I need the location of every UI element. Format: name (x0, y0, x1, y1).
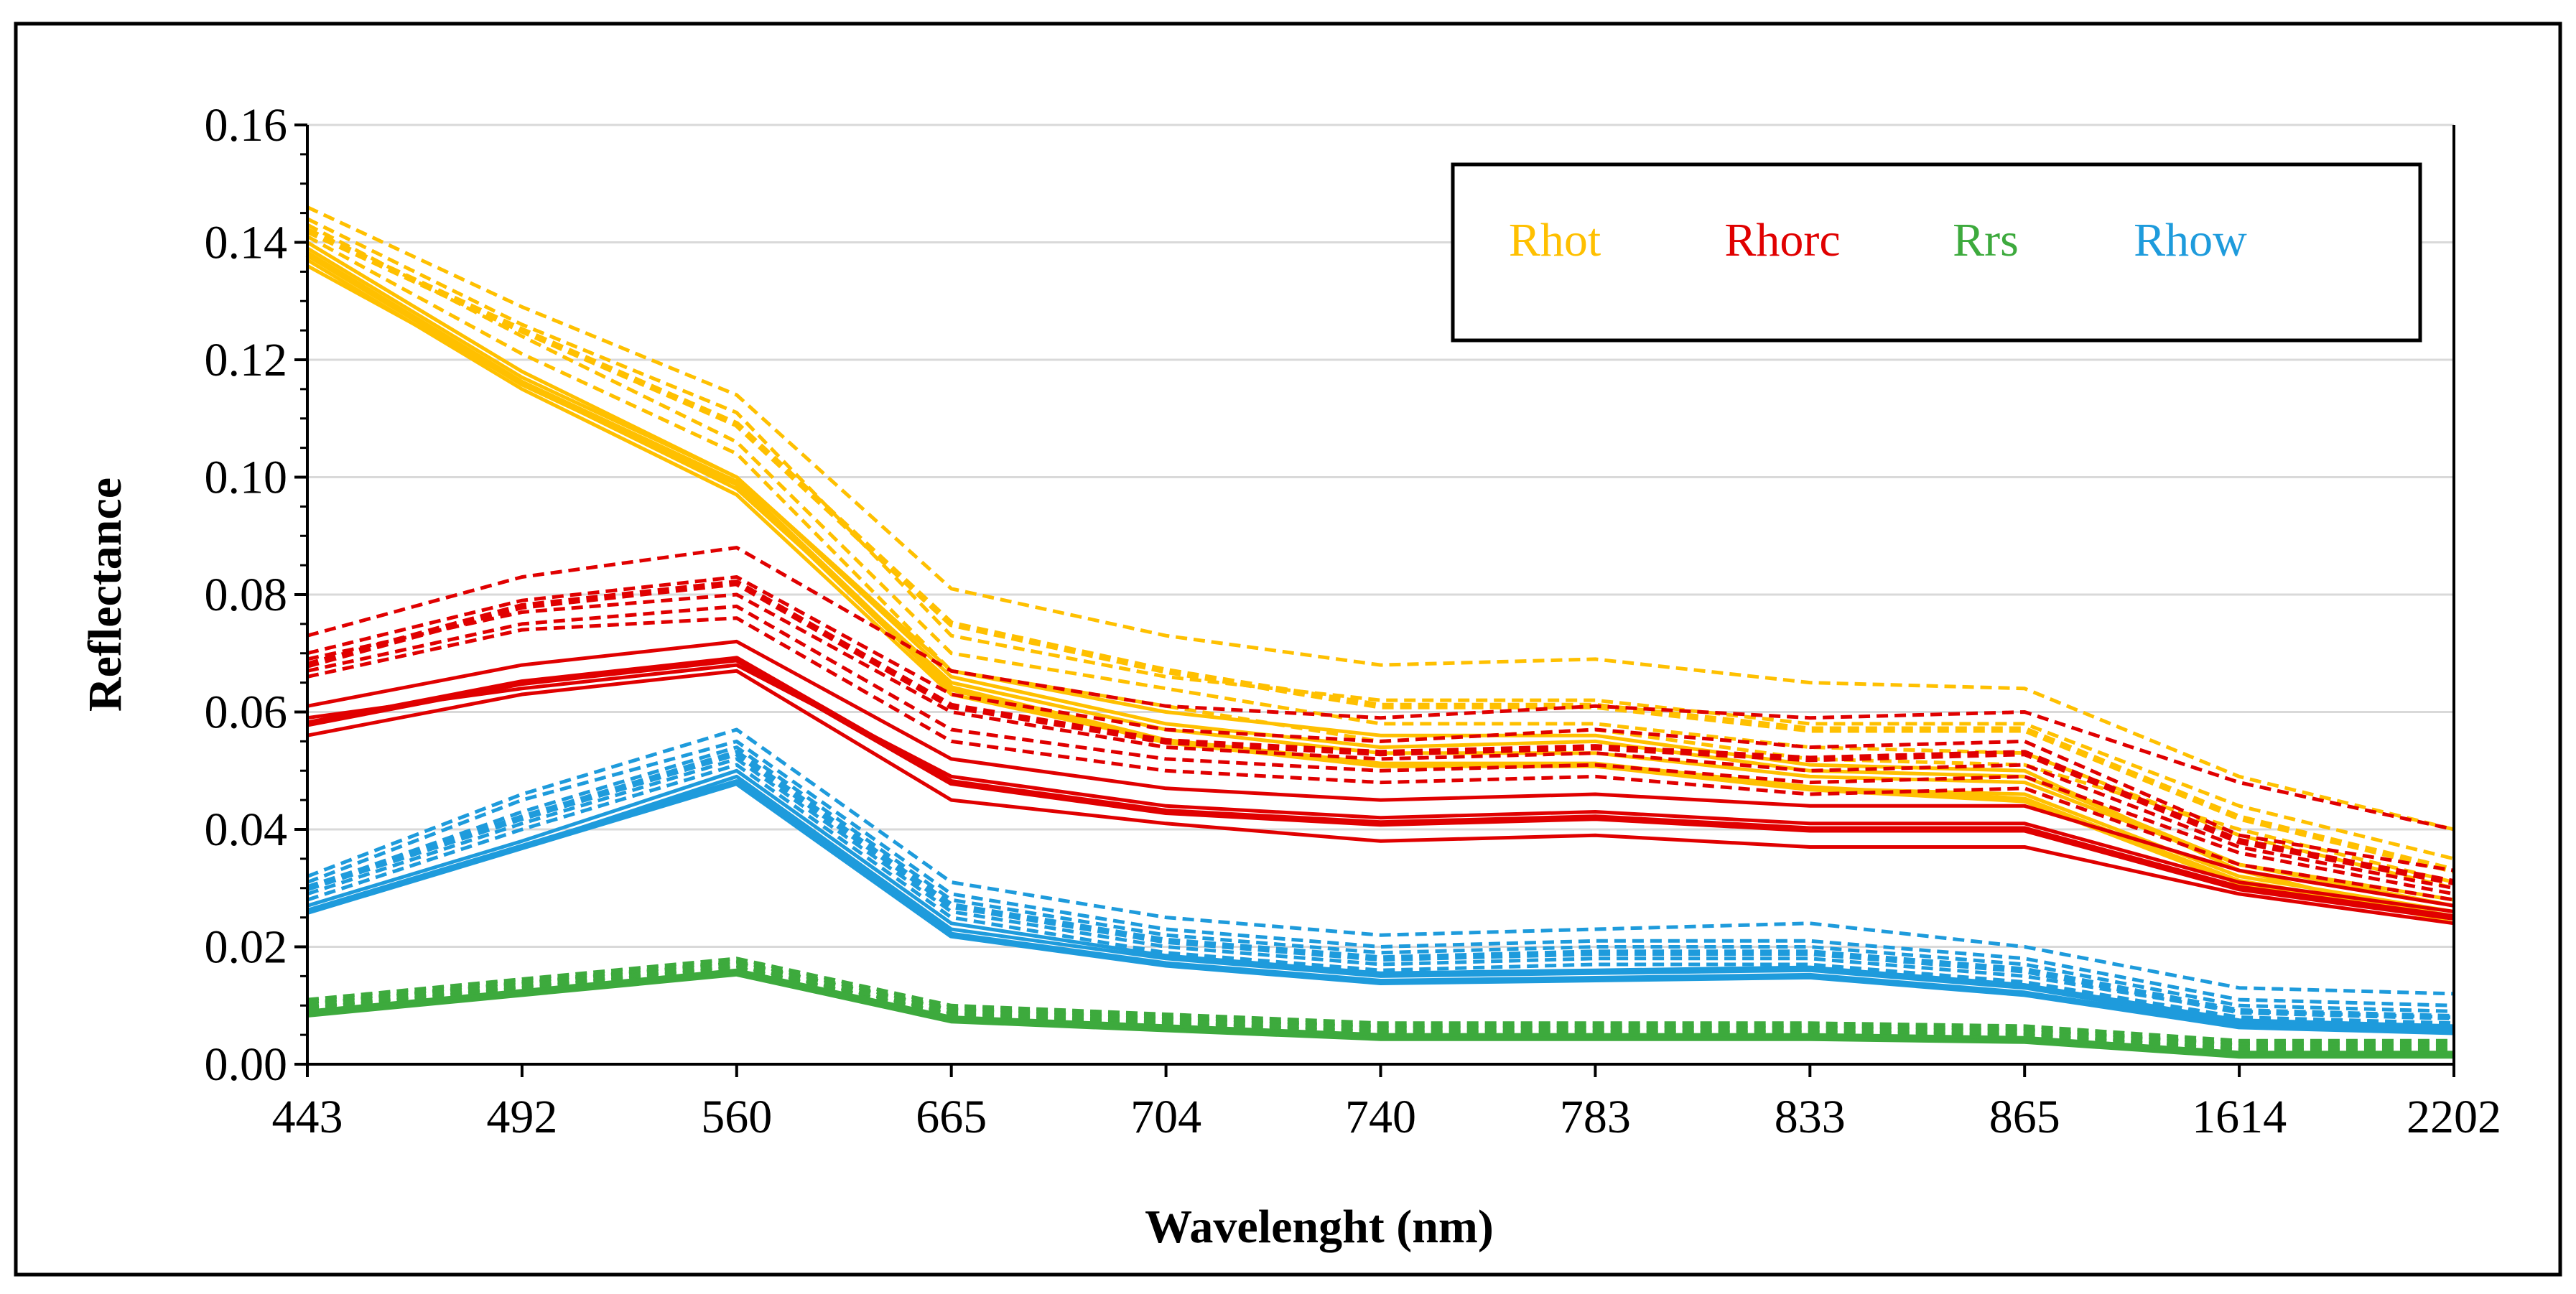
x-tick-label: 492 (486, 1091, 557, 1143)
series-line-rrs (307, 956, 2454, 1043)
x-tick-label: 1614 (2192, 1091, 2287, 1143)
series-line-rrs (307, 959, 2454, 1046)
legend-frame (1451, 162, 2422, 343)
legend-label-rhow: Rhow (2134, 214, 2247, 266)
y-tick-label: 0.06 (205, 686, 288, 739)
tick-marks (294, 124, 2455, 1077)
y-tick-label: 0.16 (205, 99, 288, 152)
y-tick-labels: 0.00 0.02 0.04 0.06 0.08 0.10 0.12 0.14 0.16 (205, 99, 288, 1091)
x-axis-title: Wavelenght (nm) (1145, 1201, 1494, 1253)
x-tick-label: 740 (1345, 1091, 1416, 1143)
legend-label-rhorc: Rhorc (1724, 214, 1840, 266)
series-line-rrs (307, 968, 2454, 1055)
series-line-rhorc (307, 592, 2455, 890)
x-tick-label: 443 (272, 1091, 343, 1143)
x-tick-label: 783 (1560, 1091, 1631, 1143)
y-tick-label: 0.08 (205, 569, 288, 621)
series-line-rhow (306, 779, 2455, 1035)
legend-label-rrs: Rrs (1953, 214, 2019, 266)
x-tick-label: 665 (916, 1091, 987, 1143)
legend-label-rhot: Rhot (1509, 214, 1601, 266)
x-tick-labels: 443 492 560 665 704 740 783 833 865 1614 2202 (272, 1091, 2502, 1143)
series-line-rhorc (307, 656, 2455, 921)
series-line-rhorc (307, 639, 2455, 908)
series-line-rhorc (307, 575, 2455, 872)
series-lines (305, 205, 2455, 1059)
legend: Rhot Rhorc Rrs Rhow (1451, 162, 2422, 343)
x-tick-label: 560 (701, 1091, 772, 1143)
series-line-rhot (306, 228, 2455, 874)
series-line-rhorc (307, 669, 2455, 926)
series-line-rhorc (307, 546, 2455, 832)
series-line-rrs (307, 969, 2454, 1059)
series-line-rhorc (307, 663, 2455, 913)
x-tick-label: 865 (1989, 1091, 2060, 1143)
series-line-rhorc (307, 604, 2455, 896)
x-tick-label: 2202 (2407, 1091, 2501, 1143)
y-tick-label: 0.02 (205, 921, 288, 974)
series-line-rhorc (306, 579, 2455, 886)
series-line-rrs (307, 961, 2454, 1050)
y-axis-title: Reflectance (79, 478, 131, 712)
series-line-rhow (307, 727, 2455, 996)
series-line-rhow (307, 774, 2455, 1031)
series-line-rhow (307, 745, 2455, 1013)
series-line-rhow (307, 768, 2455, 1028)
series-line-rhot (306, 205, 2455, 832)
series-line-rhow (307, 739, 2455, 1007)
series-line-rhot (306, 241, 2455, 926)
x-tick-label: 704 (1130, 1091, 1201, 1143)
y-tick-label: 0.14 (205, 217, 288, 269)
y-tick-label: 0.04 (205, 804, 288, 856)
series-line-rhorc (307, 616, 2455, 902)
x-tick-label: 833 (1775, 1091, 1846, 1143)
y-tick-label: 0.00 (205, 1038, 288, 1091)
y-tick-label: 0.12 (205, 334, 288, 386)
y-tick-label: 0.10 (205, 452, 288, 504)
